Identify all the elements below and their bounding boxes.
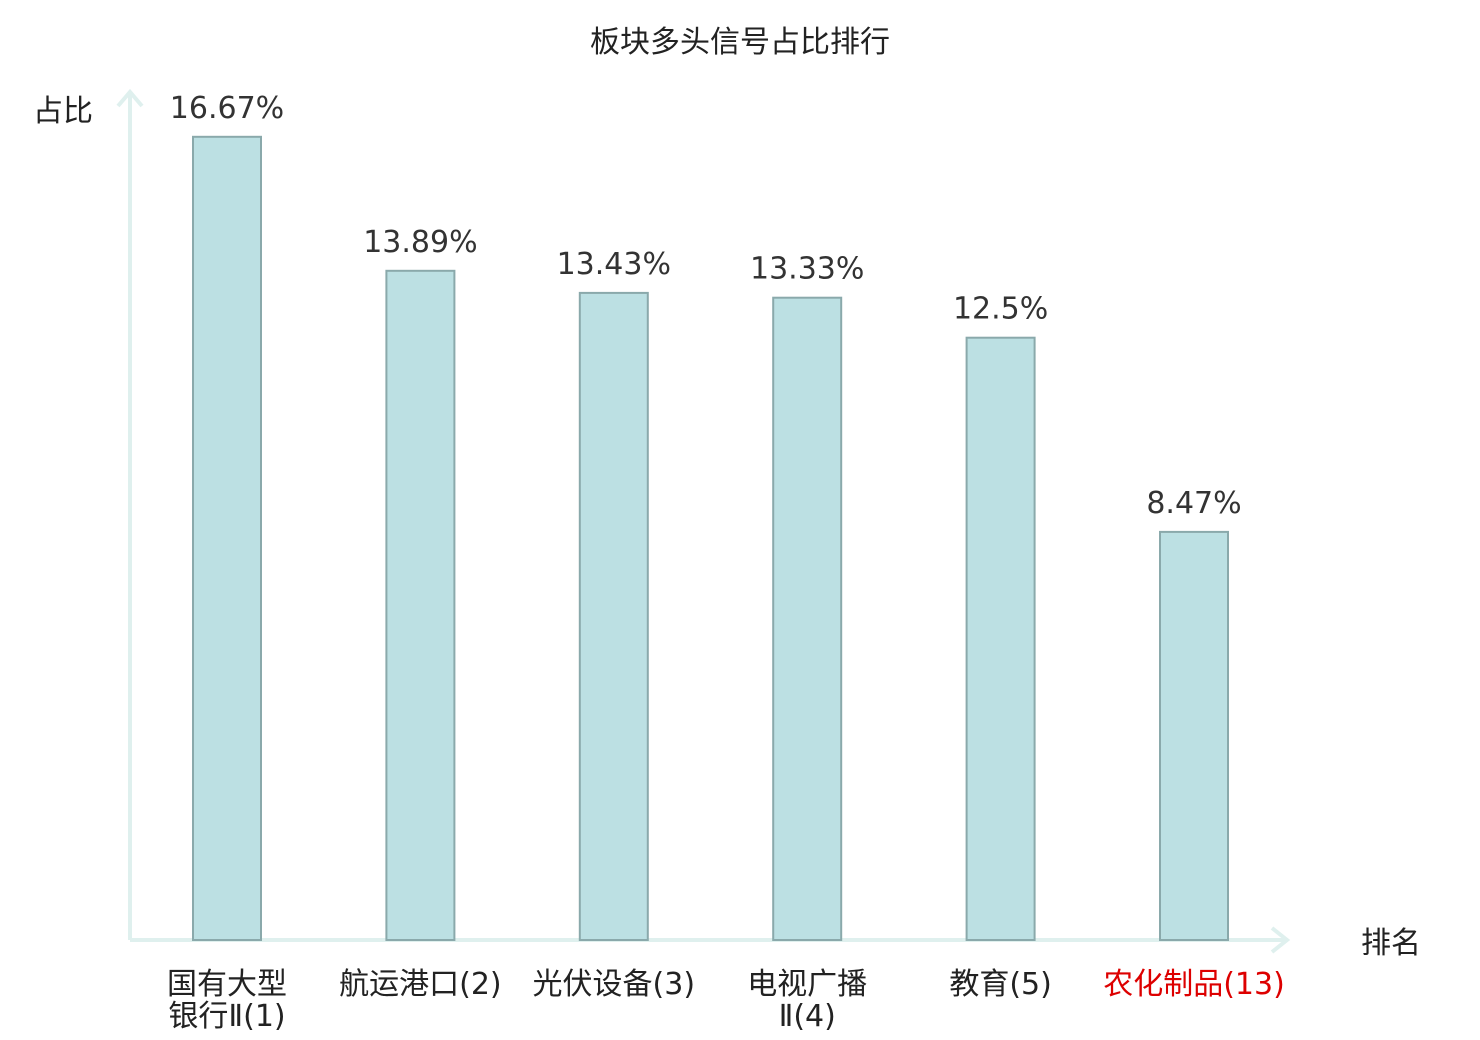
- value-label-2: 13.89%: [363, 225, 477, 260]
- x-axis-label: 排名: [1361, 926, 1421, 961]
- y-axis: [116, 88, 144, 940]
- chart-title: 板块多头信号占比排行: [590, 25, 890, 60]
- x-axis: [130, 926, 1291, 954]
- y-axis-label: 占比: [33, 94, 93, 129]
- category-label-4-line-2: Ⅱ(4): [779, 999, 836, 1034]
- value-label-3: 13.43%: [557, 247, 671, 282]
- bar-5: [965, 336, 1036, 941]
- category-label-4-line-1: 电视广播: [747, 967, 867, 1002]
- category-label-5: 教育(5): [949, 967, 1052, 1002]
- bar-2: [385, 269, 456, 941]
- bars-group: [192, 135, 1229, 942]
- value-label-6: 8.47%: [1146, 486, 1241, 521]
- category-label-1-line-2: 银行Ⅱ(1): [168, 999, 285, 1034]
- category-label-3: 光伏设备(3): [533, 967, 696, 1002]
- category-label-6: 农化制品(13): [1103, 967, 1285, 1002]
- value-label-1: 16.67%: [170, 91, 284, 126]
- bar-6: [1159, 530, 1229, 942]
- bar-1: [192, 135, 262, 942]
- value-label-5: 12.5%: [953, 292, 1048, 327]
- bar-3: [578, 291, 649, 941]
- value-labels-group: 16.67% 13.89% 13.43% 13.33% 12.5% 8.47%: [170, 91, 1242, 521]
- category-label-1-line-1: 国有大型: [167, 967, 287, 1002]
- bar-4: [772, 296, 843, 941]
- category-label-2: 航运港口(2): [339, 967, 502, 1002]
- value-label-4: 13.33%: [750, 252, 864, 287]
